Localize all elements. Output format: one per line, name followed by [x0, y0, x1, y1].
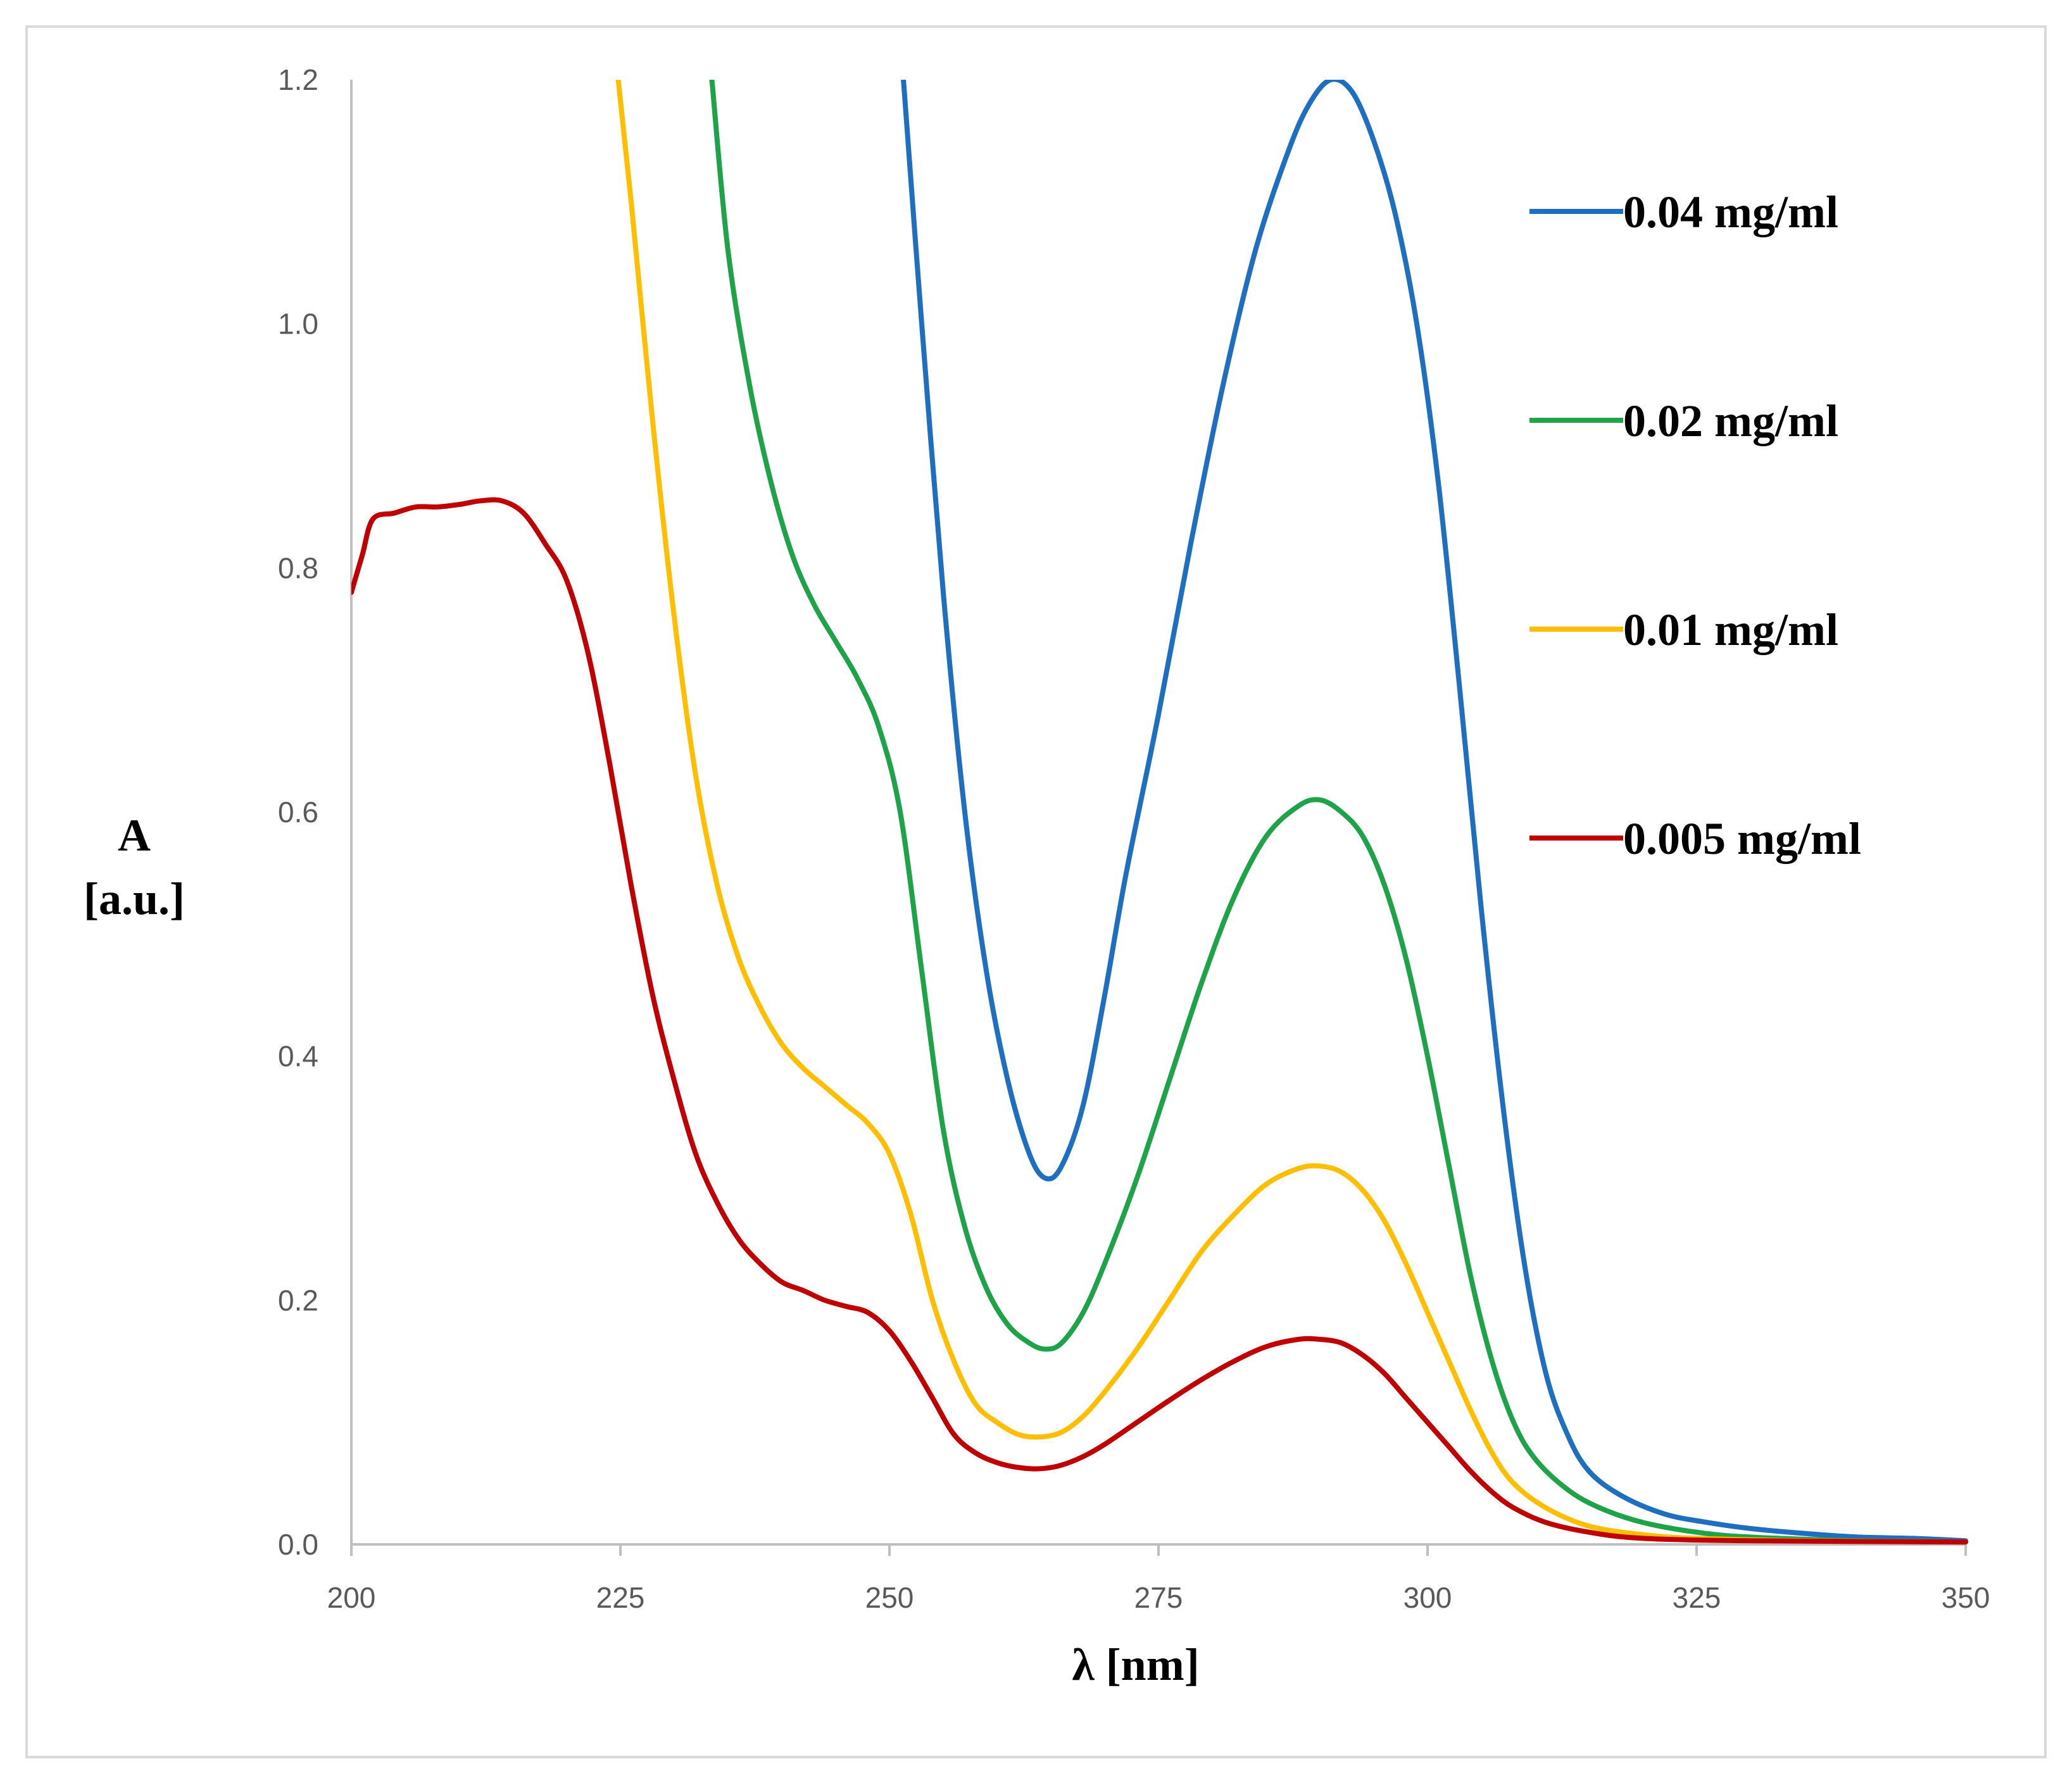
series-line-2: [709, 80, 1968, 1545]
chart-svg: 200 225 250 275 300 325 350 0.0 0.2 0.4 0.6 0.8 1.0 1…: [84, 63, 1990, 1690]
y-tick-label: 0.6: [278, 796, 318, 829]
y-tick-label: 0.2: [278, 1284, 318, 1317]
x-tick-label: 350: [1942, 1581, 1990, 1614]
legend-label-1: 0.04 mg/ml: [1623, 187, 1838, 237]
x-axis-title: λ [nm]: [1072, 1639, 1199, 1690]
legend-layer: 0.04 mg/ml 0.02 mg/ml 0.01 mg/ml 0.005 mg/m…: [1529, 187, 1861, 864]
y-tick-label: 0.8: [278, 551, 318, 584]
series-line-3: [615, 80, 1968, 1545]
y-axis-title-line1: A: [118, 810, 151, 861]
x-tick-label: 275: [1134, 1581, 1183, 1614]
x-tick-label: 225: [596, 1581, 645, 1614]
y-axis-title-line2: [a.u.]: [84, 873, 185, 924]
x-tick-label: 200: [327, 1581, 376, 1614]
y-tick-label: 0.4: [278, 1040, 318, 1073]
y-tick-label: 1.2: [278, 63, 318, 96]
legend-label-4: 0.005 mg/ml: [1623, 813, 1861, 864]
legend-label-2: 0.02 mg/ml: [1623, 396, 1838, 446]
y-tick-label: 1.0: [278, 308, 318, 341]
series-layer: [351, 80, 1968, 1545]
axes-layer: 200 225 250 275 300 325 350 0.0 0.2 0.4 0.6 0.8 1.0 1…: [278, 63, 1990, 1614]
x-tick-label: 250: [865, 1581, 914, 1614]
series-line-4: [351, 497, 1968, 1545]
x-tick-label: 325: [1673, 1581, 1721, 1614]
x-tick-label: 300: [1403, 1581, 1452, 1614]
chart-frame: 200 225 250 275 300 325 350 0.0 0.2 0.4 0.6 0.8 1.0 1…: [25, 25, 2047, 1758]
series-line-1: [901, 80, 1968, 1544]
legend-label-3: 0.01 mg/ml: [1623, 604, 1838, 655]
y-tick-label: 0.0: [278, 1528, 318, 1561]
